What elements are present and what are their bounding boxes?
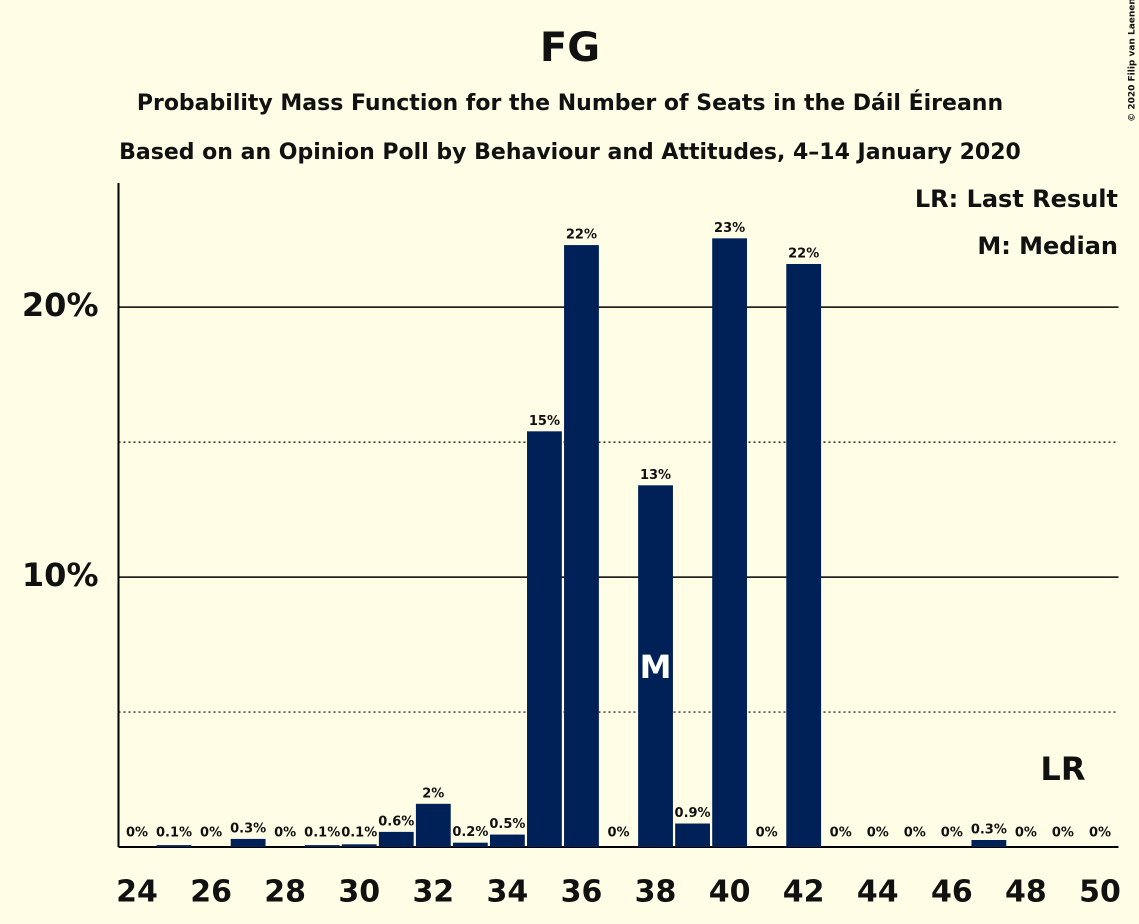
value-label: 0.5% [489, 817, 525, 832]
bar [341, 844, 377, 847]
value-label: 0% [941, 826, 963, 841]
bar [415, 803, 451, 847]
y-tick-label: 20% [22, 286, 99, 324]
value-label: 2% [422, 786, 444, 801]
bar [564, 245, 599, 847]
copyright: © 2020 Filip van Laenen [1128, 0, 1138, 122]
value-label: 0.6% [378, 814, 414, 829]
chart-subtitle: Probability Mass Function for the Number… [137, 90, 1003, 116]
x-tick-label: 32 [412, 875, 454, 910]
x-tick-label: 36 [561, 875, 603, 910]
value-label: 22% [566, 228, 597, 243]
value-label: 15% [529, 414, 560, 429]
legend-note: M: Median [977, 232, 1118, 260]
value-label: 0% [904, 826, 926, 841]
value-label: 13% [640, 468, 671, 483]
value-label: 0.3% [230, 821, 266, 836]
bar [452, 842, 488, 847]
chart-subtitle: Based on an Opinion Poll by Behaviour an… [119, 140, 1021, 165]
last-result-marker: LR [1040, 750, 1085, 788]
value-label: 0% [830, 826, 852, 841]
median-marker: M [640, 648, 672, 686]
bar [638, 485, 673, 847]
value-label: 0.2% [452, 825, 488, 840]
x-tick-label: 28 [264, 875, 306, 910]
bar [378, 831, 414, 847]
x-tick-label: 30 [338, 875, 380, 910]
x-tick-label: 24 [116, 875, 158, 910]
x-tick-label: 44 [857, 875, 899, 910]
x-tick-label: 50 [1079, 875, 1121, 910]
value-label: 22% [788, 246, 819, 261]
value-label: 0% [1089, 826, 1111, 841]
value-label: 0% [756, 826, 778, 841]
bar [786, 263, 822, 848]
bar [675, 823, 710, 847]
value-label: 0% [1015, 826, 1037, 841]
x-tick-label: 26 [190, 875, 232, 910]
x-tick-label: 38 [635, 875, 677, 910]
chart-title: FG [540, 25, 600, 71]
x-tick-label: 34 [487, 875, 529, 910]
value-label: 0% [274, 826, 296, 841]
bar [527, 431, 562, 847]
legend-note: LR: Last Result [915, 185, 1118, 213]
x-tick-label: 42 [783, 875, 825, 910]
value-label: 0.3% [971, 822, 1007, 837]
value-label: 0.9% [675, 806, 711, 821]
x-tick-label: 46 [931, 875, 973, 910]
value-label: 0% [867, 826, 889, 841]
value-label: 0% [607, 826, 629, 841]
x-tick-label: 40 [709, 875, 751, 910]
bar [971, 839, 1007, 847]
value-label: 0% [200, 826, 222, 841]
value-label: 0.1% [304, 826, 340, 841]
bar [304, 845, 340, 847]
value-label: 23% [714, 221, 745, 236]
bar [230, 838, 266, 847]
bar [156, 845, 192, 847]
value-label: 0.1% [341, 826, 377, 841]
y-tick-label: 10% [22, 556, 99, 594]
bar [489, 834, 525, 847]
value-label: 0.1% [156, 826, 192, 841]
bar [712, 238, 748, 848]
value-label: 0% [1052, 826, 1074, 841]
x-tick-label: 48 [1005, 875, 1047, 910]
value-label: 0% [126, 826, 148, 841]
